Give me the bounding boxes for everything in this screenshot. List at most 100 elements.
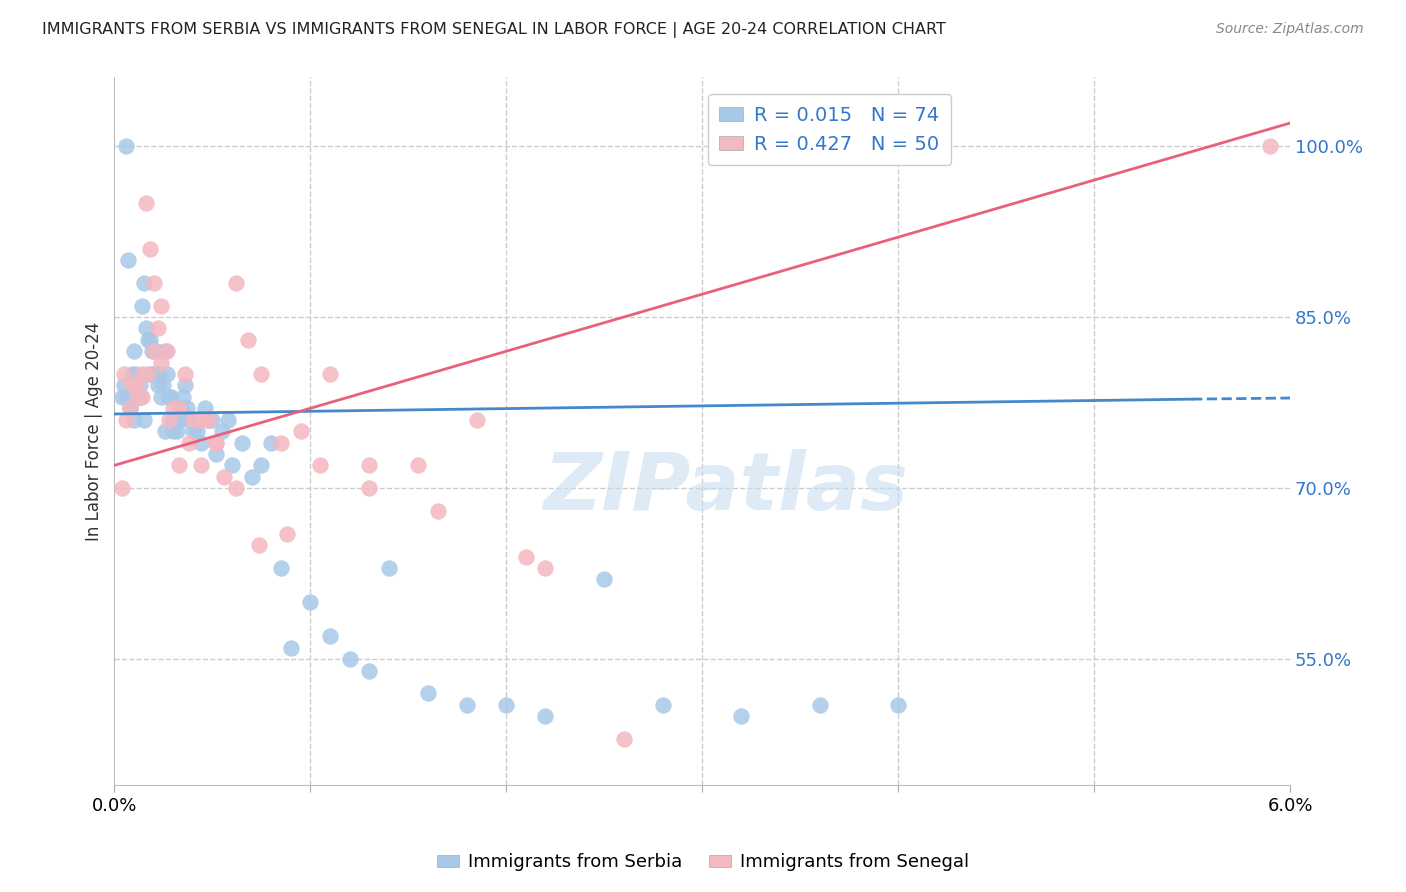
Point	[465, 413, 488, 427]
Point	[112, 378, 135, 392]
Point	[138, 242, 160, 256]
Point	[152, 378, 174, 392]
Point	[125, 367, 148, 381]
Point	[167, 401, 190, 416]
Point	[166, 424, 188, 438]
Point	[221, 458, 243, 473]
Point	[136, 333, 159, 347]
Point	[211, 424, 233, 438]
Point	[157, 413, 180, 427]
Point	[142, 276, 165, 290]
Point	[170, 401, 193, 416]
Point	[250, 367, 273, 381]
Point	[121, 367, 143, 381]
Point	[162, 413, 184, 427]
Point	[377, 561, 399, 575]
Point	[111, 390, 134, 404]
Point	[125, 378, 148, 392]
Point	[225, 276, 247, 290]
Point	[260, 435, 283, 450]
Point	[426, 504, 449, 518]
Point	[309, 458, 332, 473]
Point	[201, 413, 224, 427]
Point	[190, 413, 212, 427]
Point	[887, 698, 910, 712]
Point	[115, 139, 138, 153]
Point	[145, 344, 167, 359]
Point	[808, 698, 831, 712]
Point	[150, 390, 173, 404]
Point	[120, 401, 142, 416]
Point	[165, 413, 187, 427]
Text: ZIPatlas: ZIPatlas	[543, 449, 908, 526]
Point	[613, 732, 636, 747]
Point	[122, 344, 145, 359]
Point	[146, 321, 169, 335]
Point	[160, 390, 183, 404]
Point	[132, 413, 155, 427]
Point	[515, 549, 537, 564]
Point	[128, 390, 150, 404]
Point	[416, 686, 439, 700]
Point	[156, 367, 179, 381]
Point	[359, 664, 381, 678]
Point	[162, 424, 184, 438]
Point	[205, 435, 228, 450]
Point	[120, 401, 142, 416]
Point	[172, 390, 194, 404]
Point	[730, 709, 752, 723]
Point	[174, 367, 197, 381]
Point	[270, 435, 292, 450]
Point	[181, 413, 204, 427]
Point	[150, 299, 173, 313]
Point	[280, 640, 302, 655]
Point	[156, 344, 179, 359]
Point	[456, 698, 478, 712]
Point	[270, 561, 292, 575]
Point	[121, 378, 143, 392]
Point	[236, 333, 259, 347]
Point	[115, 390, 138, 404]
Text: IMMIGRANTS FROM SERBIA VS IMMIGRANTS FROM SENEGAL IN LABOR FORCE | AGE 20-24 COR: IMMIGRANTS FROM SERBIA VS IMMIGRANTS FRO…	[42, 22, 946, 38]
Point	[250, 458, 273, 473]
Point	[122, 413, 145, 427]
Point	[167, 458, 190, 473]
Point	[146, 378, 169, 392]
Point	[131, 299, 153, 313]
Y-axis label: In Labor Force | Age 20-24: In Labor Force | Age 20-24	[86, 321, 103, 541]
Point	[197, 413, 219, 427]
Point	[174, 378, 197, 392]
Point	[359, 481, 381, 495]
Point	[1260, 139, 1282, 153]
Point	[534, 709, 557, 723]
Point	[115, 413, 138, 427]
Point	[290, 424, 312, 438]
Point	[276, 526, 298, 541]
Point	[205, 435, 228, 450]
Point	[593, 573, 616, 587]
Text: Source: ZipAtlas.com: Source: ZipAtlas.com	[1216, 22, 1364, 37]
Point	[135, 321, 157, 335]
Point	[155, 344, 177, 359]
Point	[319, 630, 342, 644]
Point	[135, 196, 157, 211]
Point	[186, 424, 208, 438]
Point	[150, 356, 173, 370]
Point	[240, 469, 263, 483]
Point	[190, 458, 212, 473]
Point	[111, 481, 134, 495]
Point	[131, 390, 153, 404]
Point	[155, 424, 177, 438]
Point	[217, 413, 239, 427]
Point	[406, 458, 429, 473]
Point	[146, 367, 169, 381]
Point	[359, 458, 381, 473]
Point	[120, 401, 142, 416]
Point	[132, 276, 155, 290]
Legend: Immigrants from Serbia, Immigrants from Senegal: Immigrants from Serbia, Immigrants from …	[430, 847, 976, 879]
Point	[319, 367, 342, 381]
Point	[177, 435, 200, 450]
Point	[127, 390, 149, 404]
Point	[299, 595, 322, 609]
Point	[131, 367, 153, 381]
